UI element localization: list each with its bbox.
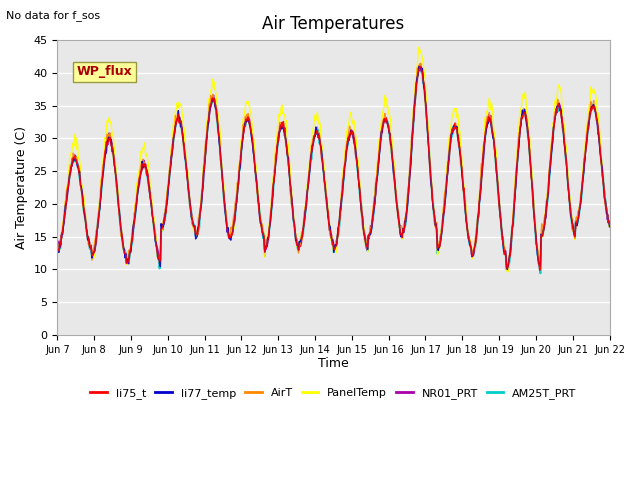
Text: No data for f_sos: No data for f_sos [6,10,100,21]
Title: Air Temperatures: Air Temperatures [262,15,404,33]
Text: WP_flux: WP_flux [77,65,132,79]
Y-axis label: Air Temperature (C): Air Temperature (C) [15,126,28,249]
Legend: li75_t, li77_temp, AirT, PanelTemp, NR01_PRT, AM25T_PRT: li75_t, li77_temp, AirT, PanelTemp, NR01… [86,384,581,403]
X-axis label: Time: Time [318,358,349,371]
